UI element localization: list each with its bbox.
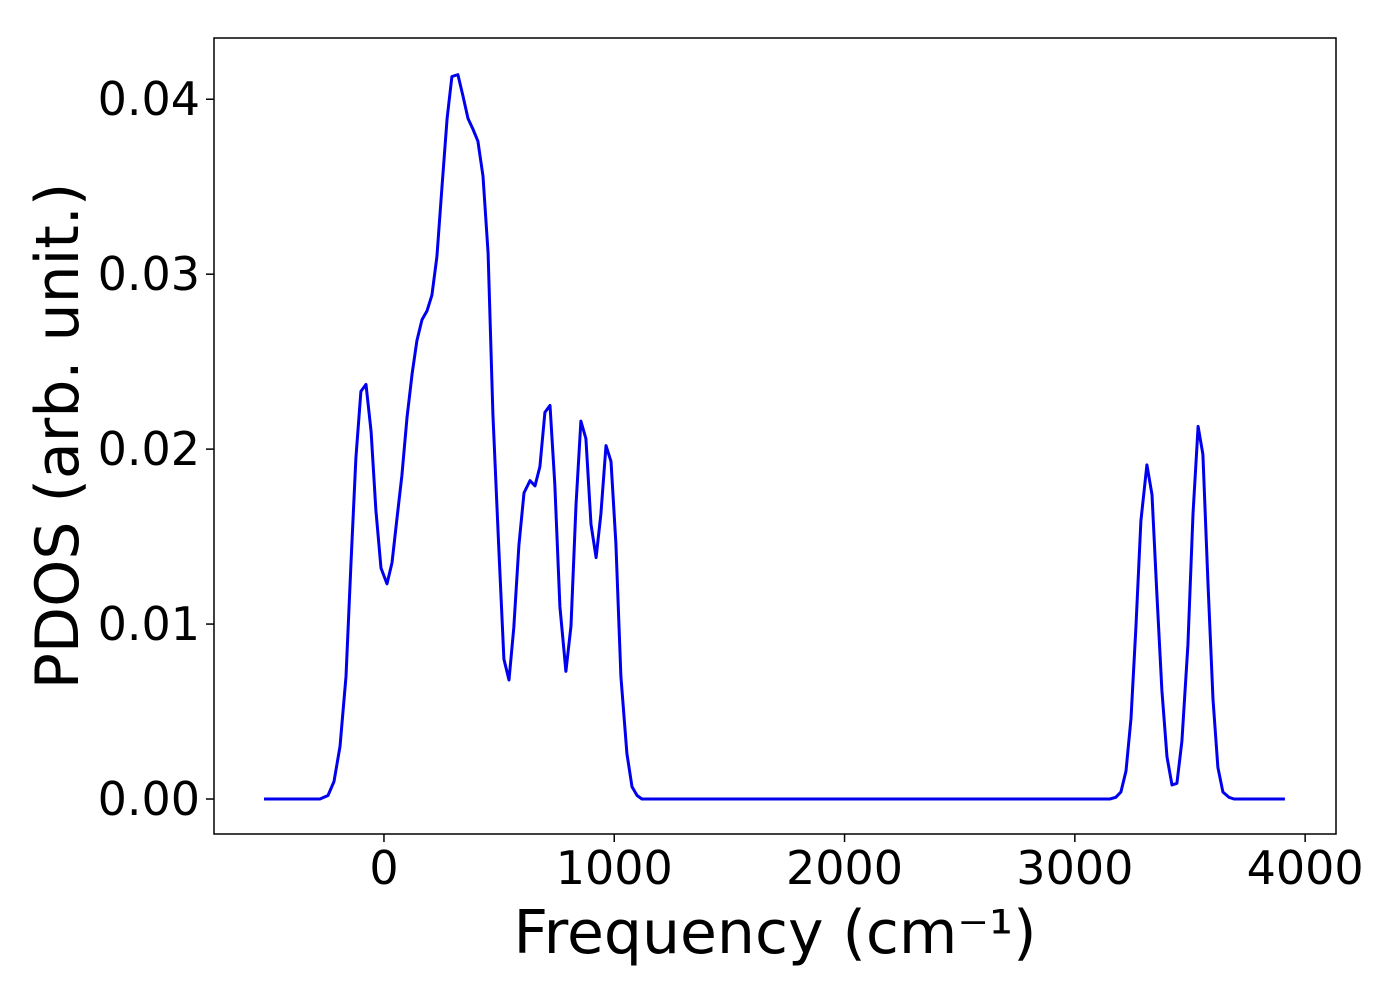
y-tick-label: 0.02	[98, 422, 200, 476]
x-axis-label: Frequency (cm⁻¹)	[513, 898, 1036, 968]
x-tick-label: 2000	[786, 841, 903, 895]
plot-frame	[213, 37, 1337, 835]
data-line	[264, 73, 1285, 801]
x-tick-label: 0	[369, 841, 398, 895]
y-axis-label: PDOS (arb. unit.)	[23, 183, 93, 690]
x-tick-label: 3000	[1016, 841, 1133, 895]
y-tick-label: 0.03	[98, 247, 200, 301]
y-tick-label: 0.00	[98, 772, 200, 826]
x-tick-label: 1000	[556, 841, 673, 895]
y-tick-label: 0.01	[98, 597, 200, 651]
x-tick-label: 4000	[1247, 841, 1364, 895]
y-tick-label: 0.04	[98, 72, 200, 126]
